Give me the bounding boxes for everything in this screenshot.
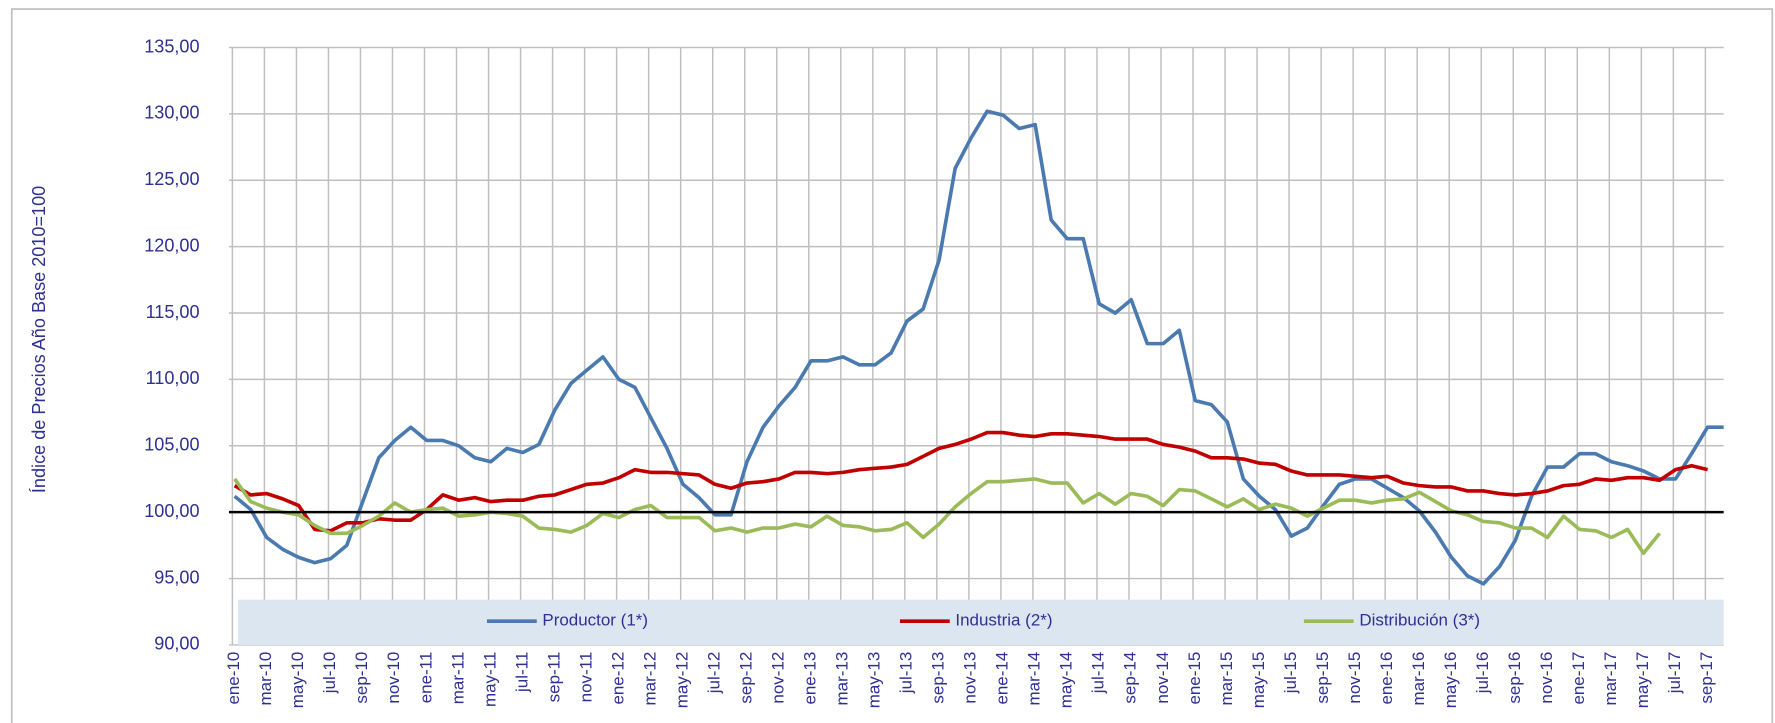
y-tick-label: 135,00	[144, 36, 199, 56]
y-tick-label: 125,00	[144, 169, 199, 189]
x-tick-label: may-14	[1057, 652, 1076, 709]
x-tick-label: ene-16	[1377, 652, 1396, 705]
y-axis-title: Índice de Precios Año Base 2010=100	[29, 186, 49, 493]
series-line	[233, 109, 1724, 586]
x-tick-label: jul-10	[320, 652, 339, 695]
x-tick-label: sep-16	[1505, 652, 1524, 704]
series-line	[233, 430, 1709, 533]
y-tick-label: 120,00	[144, 235, 199, 255]
x-tick-label: ene-12	[608, 652, 627, 705]
x-tick-label: jul-16	[1473, 652, 1492, 695]
x-tick-label: nov-11	[576, 652, 595, 703]
x-tick-label: jul-17	[1665, 652, 1684, 695]
x-tick-label: jul-13	[897, 652, 916, 695]
y-tick-label: 115,00	[146, 302, 200, 322]
x-tick-label: sep-12	[736, 652, 755, 704]
legend-band	[238, 599, 1724, 645]
x-tick-label: ene-11	[416, 652, 435, 704]
y-tick-label: 105,00	[144, 435, 199, 455]
x-tick-label: jul-12	[704, 652, 723, 695]
x-tick-label: sep-14	[1121, 652, 1140, 704]
y-tick-label: 100,00	[144, 501, 199, 521]
legend-label: Productor (1*)	[542, 611, 648, 630]
x-tick-label: may-12	[672, 652, 691, 709]
x-tick-label: may-13	[865, 652, 884, 709]
series-line	[233, 477, 1662, 556]
x-tick-label: mar-15	[1217, 652, 1236, 706]
x-tick-label: may-11	[480, 652, 499, 707]
y-tick-label: 95,00	[154, 567, 199, 587]
x-tick-label: may-16	[1441, 652, 1460, 709]
legend-label: Distribución (3*)	[1359, 611, 1480, 630]
x-tick-label: sep-10	[352, 652, 371, 704]
x-tick-label: mar-14	[1025, 652, 1044, 706]
y-tick-label: 130,00	[144, 103, 199, 123]
x-tick-label: may-15	[1249, 652, 1268, 709]
x-tick-label: mar-17	[1601, 652, 1620, 706]
x-tick-label: may-10	[288, 652, 307, 709]
x-tick-label: sep-15	[1313, 652, 1332, 704]
legend-label: Industria (2*)	[955, 611, 1052, 630]
x-tick-label: ene-13	[801, 652, 820, 705]
x-tick-label: sep-13	[929, 652, 948, 704]
x-tick-label: jul-15	[1281, 652, 1300, 695]
x-tick-label: sep-11	[544, 652, 563, 703]
y-tick-label: 90,00	[154, 634, 199, 654]
x-tick-label: nov-12	[768, 652, 787, 704]
x-tick-label: nov-10	[384, 652, 403, 704]
x-tick-label: ene-10	[224, 652, 243, 705]
x-tick-label: ene-15	[1185, 652, 1204, 705]
x-tick-label: mar-11	[448, 652, 467, 704]
x-tick-label: sep-17	[1697, 652, 1716, 704]
x-tick-label: mar-13	[833, 652, 852, 706]
x-tick-label: jul-14	[1089, 652, 1108, 695]
x-tick-label: jul-11	[512, 652, 531, 693]
x-tick-label: mar-16	[1409, 652, 1428, 706]
x-tick-label: mar-12	[640, 652, 659, 706]
y-tick-label: 110,00	[146, 368, 200, 388]
x-tick-label: ene-14	[993, 652, 1012, 705]
x-tick-label: nov-16	[1537, 652, 1556, 704]
x-tick-label: mar-10	[256, 652, 275, 706]
x-tick-label: may-17	[1633, 652, 1652, 709]
x-tick-label: ene-17	[1569, 652, 1588, 705]
x-tick-label: nov-13	[961, 652, 980, 704]
x-tick-label: nov-15	[1345, 652, 1364, 704]
x-tick-label: nov-14	[1153, 652, 1172, 704]
